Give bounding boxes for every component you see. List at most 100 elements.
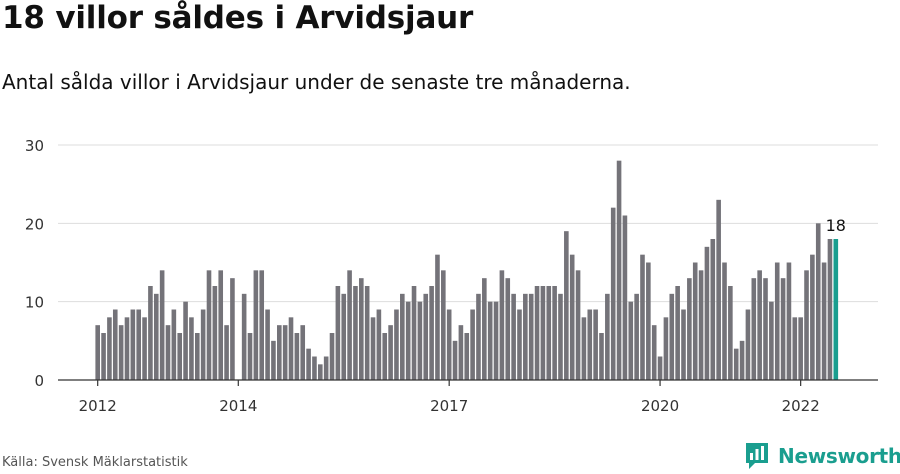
bar <box>833 239 839 380</box>
bar <box>194 333 200 380</box>
bar <box>417 301 423 380</box>
chart-title: 18 villor såldes i Arvidsjaur <box>2 0 474 36</box>
bar <box>546 286 552 380</box>
bar <box>335 286 341 380</box>
bar <box>359 278 364 380</box>
bar <box>669 293 675 380</box>
bar <box>663 317 669 380</box>
bar <box>511 293 516 380</box>
bar <box>300 325 306 380</box>
bar <box>212 286 218 380</box>
bar <box>774 262 780 380</box>
newsworthy-logo-icon <box>746 443 768 469</box>
bar <box>780 278 786 380</box>
bar <box>751 278 757 380</box>
bar <box>476 293 481 380</box>
bar <box>142 317 147 380</box>
x-tick-label: 2012 <box>79 397 117 415</box>
bar <box>810 254 815 380</box>
bar <box>646 262 651 380</box>
bar <box>470 309 475 380</box>
y-tick-label: 30 <box>25 137 44 155</box>
bar <box>107 317 112 380</box>
bar <box>318 364 323 380</box>
bar <box>622 215 628 380</box>
x-tick-label: 2014 <box>219 397 257 415</box>
bar <box>716 199 721 380</box>
bar <box>722 262 727 380</box>
bar <box>786 262 792 380</box>
bar <box>400 293 405 380</box>
bar <box>435 254 440 380</box>
bar <box>189 317 194 380</box>
bar <box>118 325 124 380</box>
chart-subtitle: Antal sålda villor i Arvidsjaur under de… <box>2 70 631 94</box>
y-tick-label: 10 <box>25 294 44 312</box>
bar <box>821 262 827 380</box>
bar <box>739 340 745 380</box>
bar <box>165 325 171 380</box>
brand-logo[interactable]: Newsworthy <box>744 441 900 471</box>
x-axis-ticks: 2012 2014 2017 2020 2022 <box>79 380 820 415</box>
bar <box>523 293 528 380</box>
bar <box>411 286 417 380</box>
bar <box>517 309 522 380</box>
bar <box>687 278 692 380</box>
bar <box>593 309 598 380</box>
brand-name: Newsworthy <box>778 444 900 468</box>
bar <box>458 325 464 380</box>
bar <box>587 309 593 380</box>
bar <box>347 270 352 380</box>
bar <box>569 254 575 380</box>
bar <box>763 278 768 380</box>
x-tick-label: 2017 <box>430 397 468 415</box>
bar <box>282 325 288 380</box>
bar <box>388 325 393 380</box>
bar <box>499 270 505 380</box>
bar <box>628 301 634 380</box>
bar <box>353 286 358 380</box>
bar <box>312 356 317 380</box>
bar <box>183 301 188 380</box>
bar <box>171 309 177 380</box>
bar <box>200 309 206 380</box>
bar <box>253 270 259 380</box>
bar <box>112 309 118 380</box>
bar <box>710 239 716 380</box>
bar <box>130 309 136 380</box>
bar <box>247 333 253 380</box>
bar <box>815 223 821 380</box>
bars <box>95 160 839 380</box>
bar <box>728 286 733 380</box>
bar <box>382 333 388 380</box>
bar <box>464 333 470 380</box>
bar <box>153 293 159 380</box>
bar <box>206 270 212 380</box>
bar <box>599 333 604 380</box>
bar <box>136 309 142 380</box>
bar <box>265 309 270 380</box>
bar <box>581 317 587 380</box>
last-value-label: 18 <box>826 216 846 235</box>
bar <box>704 246 710 380</box>
bar <box>804 270 809 380</box>
bar <box>101 333 106 380</box>
source-note: Källa: Svensk Mäklarstatistik <box>2 455 188 470</box>
bar <box>745 309 751 380</box>
bar <box>177 333 183 380</box>
bar <box>657 356 663 380</box>
bar <box>446 309 452 380</box>
bar <box>423 293 429 380</box>
bar <box>370 317 376 380</box>
bar <box>124 317 130 380</box>
grid-lines <box>58 144 878 303</box>
bar <box>769 301 774 380</box>
bar <box>429 286 434 380</box>
bar <box>698 270 704 380</box>
y-axis-ticks: 0 10 20 30 <box>25 137 44 390</box>
bar <box>95 325 100 380</box>
bar <box>792 317 798 380</box>
bar <box>271 340 276 380</box>
bar <box>528 293 534 380</box>
bar <box>540 286 546 380</box>
